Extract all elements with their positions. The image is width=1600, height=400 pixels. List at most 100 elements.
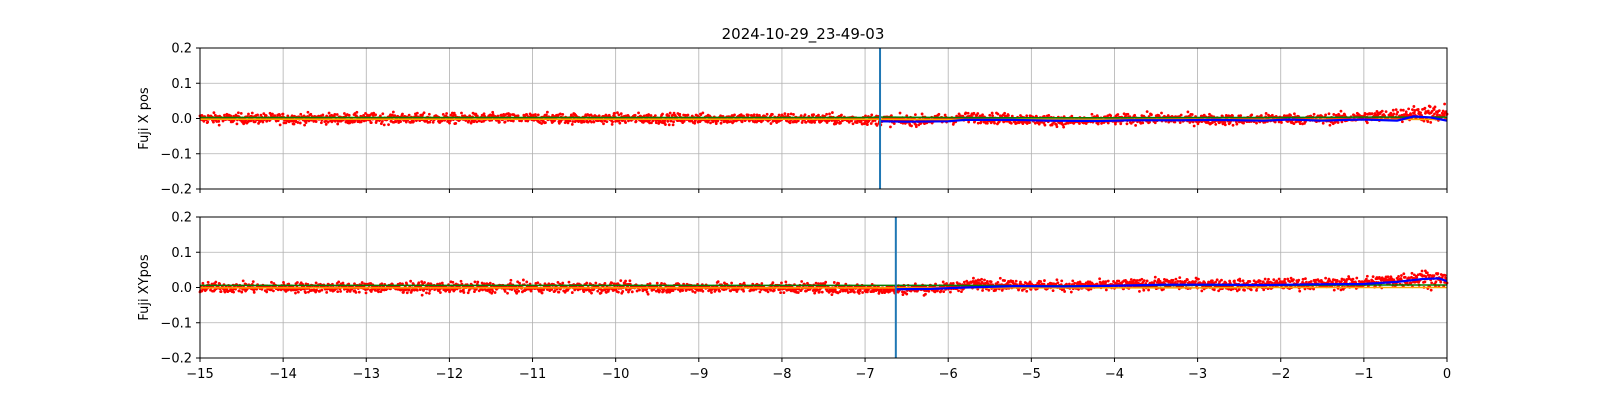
- scatter-point: [866, 123, 869, 127]
- scatter-point: [1037, 122, 1041, 126]
- scatter-point: [1259, 114, 1263, 117]
- scatter-point: [223, 113, 226, 117]
- scatter-point: [693, 291, 697, 294]
- scatter-point: [1283, 277, 1287, 281]
- scatter-point: [649, 114, 653, 117]
- scatter-point: [825, 121, 829, 124]
- scatter-point: [304, 121, 308, 125]
- scatter-point: [236, 111, 240, 115]
- scatter-point: [605, 120, 609, 124]
- scatter-point: [314, 120, 318, 123]
- scatter-point: [369, 121, 373, 125]
- scatter-point: [851, 122, 855, 126]
- scatter-point: [846, 291, 850, 294]
- scatter-point: [1426, 120, 1430, 124]
- scatter-point: [421, 113, 425, 117]
- scatter-point: [824, 280, 828, 284]
- scatter-point: [699, 113, 703, 117]
- scatter-point: [1277, 277, 1281, 281]
- scatter-point: [943, 113, 947, 117]
- scatter-point: [686, 113, 690, 117]
- scatter-point: [1433, 105, 1437, 109]
- scatter-point: [536, 281, 540, 285]
- scatter-point: [1321, 121, 1325, 125]
- scatter-point: [1190, 113, 1194, 116]
- scatter-point: [454, 122, 458, 125]
- scatter-point: [1242, 121, 1245, 125]
- scatter-point: [1194, 280, 1197, 283]
- scatter-point: [966, 111, 970, 115]
- scatter-point: [681, 289, 685, 292]
- scatter-point: [1370, 112, 1374, 115]
- scatter-point: [491, 289, 495, 293]
- scatter-point: [256, 113, 259, 117]
- scatter-point: [783, 112, 787, 116]
- scatter-point: [666, 119, 670, 123]
- scatter-point: [475, 114, 479, 118]
- scatter-point: [889, 125, 892, 129]
- scatter-point: [1289, 114, 1292, 117]
- scatter-point: [1263, 277, 1267, 281]
- scatter-point: [398, 282, 402, 285]
- scatter-point: [298, 121, 302, 125]
- scatter-point: [987, 288, 991, 292]
- scatter-point: [910, 124, 913, 128]
- scatter-point: [1078, 122, 1081, 125]
- scatter-point: [960, 290, 963, 293]
- scatter-point: [364, 111, 367, 115]
- scatter-point: [570, 291, 574, 294]
- scatter-point: [1028, 121, 1031, 125]
- scatter-point: [1238, 279, 1242, 283]
- scatter-point: [755, 113, 759, 117]
- scatter-point: [661, 112, 664, 116]
- scatter-point: [710, 291, 713, 294]
- scatter-point: [905, 292, 909, 296]
- scatter-point: [828, 112, 831, 116]
- scatter-point: [379, 114, 382, 118]
- scatter-point: [415, 288, 419, 292]
- scatter-point: [1062, 125, 1066, 129]
- scatter-point: [991, 114, 995, 118]
- scatter-point: [1327, 112, 1331, 116]
- scatter-point: [425, 291, 428, 295]
- scatter-point: [582, 120, 586, 124]
- scatter-point: [1214, 123, 1218, 126]
- scatter-point: [286, 114, 290, 118]
- scatter-point: [602, 122, 605, 126]
- scatter-point: [223, 290, 227, 294]
- scatter-point: [979, 120, 983, 124]
- scatter-point: [284, 121, 288, 125]
- scatter-point: [752, 113, 756, 117]
- scatter-point: [840, 113, 843, 117]
- scatter-point: [617, 113, 621, 117]
- scatter-point: [837, 282, 841, 285]
- scatter-point: [336, 290, 340, 294]
- scatter-point: [273, 114, 277, 118]
- scatter-point: [511, 119, 515, 123]
- scatter-point: [1365, 121, 1369, 125]
- scatter-point: [853, 290, 856, 294]
- scatter-point: [590, 291, 593, 295]
- scatter-point: [760, 282, 764, 285]
- scatter-point: [264, 114, 268, 118]
- scatter-point: [1400, 120, 1404, 124]
- scatter-point: [618, 121, 622, 125]
- scatter-point: [624, 279, 627, 283]
- scatter-point: [985, 121, 989, 125]
- scatter-point: [296, 121, 300, 124]
- scatter-point: [557, 121, 561, 125]
- scatter-point: [786, 112, 790, 116]
- scatter-point: [624, 121, 627, 124]
- scatter-point: [1061, 123, 1065, 127]
- scatter-point: [1188, 121, 1192, 124]
- scatter-point: [830, 293, 834, 297]
- scatter-point: [1249, 288, 1253, 292]
- scatter-point: [482, 112, 486, 116]
- scatter-point: [1215, 278, 1219, 282]
- scatter-point: [1243, 288, 1246, 292]
- scatter-point: [951, 282, 955, 285]
- scatter-point: [714, 288, 718, 292]
- scatter-point: [265, 290, 269, 294]
- scatter-point: [320, 288, 324, 292]
- scatter-point: [942, 290, 946, 294]
